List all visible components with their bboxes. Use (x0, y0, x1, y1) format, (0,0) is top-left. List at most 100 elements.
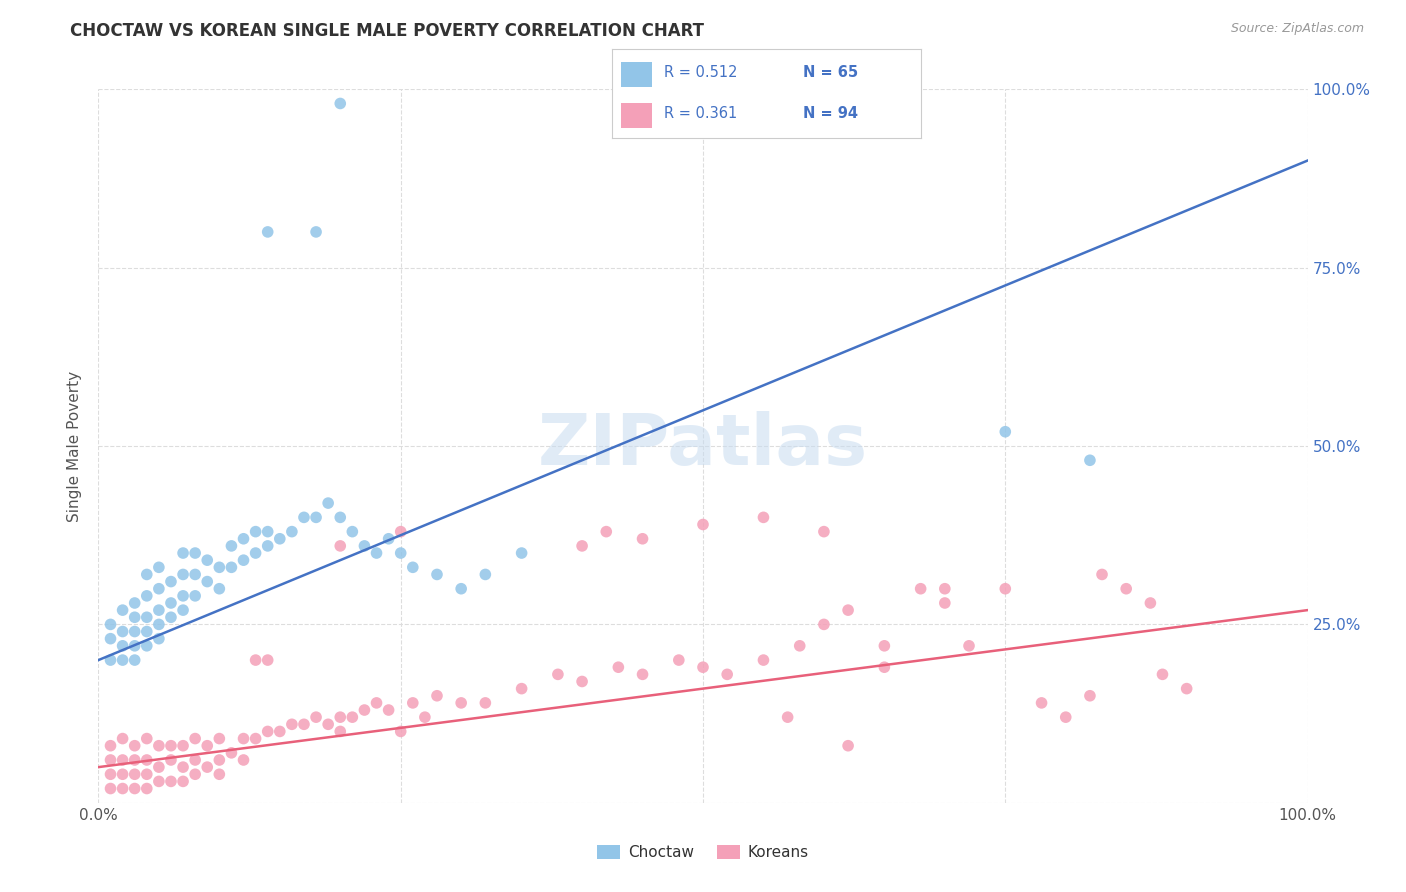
Point (124, 753, 146, 767)
Point (124, 767, 146, 781)
Text: Source: ZipAtlas.com: Source: ZipAtlas.com (1230, 22, 1364, 36)
Point (148, 617, 170, 632)
Point (426, 567, 449, 582)
Point (111, 753, 134, 767)
Point (100, 739, 122, 753)
Point (752, 653, 775, 667)
Point (124, 610, 146, 624)
Text: N = 94: N = 94 (803, 106, 859, 120)
Point (256, 225, 278, 239)
Point (172, 774, 194, 789)
Point (148, 582, 170, 596)
Point (934, 596, 956, 610)
Point (994, 425, 1017, 439)
Point (124, 596, 146, 610)
Point (100, 617, 122, 632)
Point (994, 582, 1017, 596)
Point (1152, 667, 1174, 681)
Point (148, 603, 170, 617)
Point (837, 603, 859, 617)
Point (256, 724, 278, 739)
Point (256, 524, 278, 539)
Point (135, 781, 157, 796)
Point (402, 560, 425, 574)
Point (269, 724, 291, 739)
Point (366, 546, 388, 560)
Point (208, 753, 231, 767)
Point (256, 653, 278, 667)
Point (329, 724, 352, 739)
Point (377, 532, 399, 546)
Legend: Choctaw, Koreans: Choctaw, Koreans (592, 839, 814, 866)
Point (316, 496, 339, 510)
Point (366, 696, 388, 710)
Point (172, 546, 194, 560)
Point (172, 760, 194, 774)
Point (195, 553, 218, 567)
Point (413, 710, 436, 724)
Point (100, 632, 122, 646)
Point (256, 539, 278, 553)
Point (1054, 710, 1077, 724)
Point (305, 225, 328, 239)
Point (281, 524, 304, 539)
Point (571, 539, 593, 553)
Point (329, 539, 352, 553)
Point (232, 532, 254, 546)
Point (377, 703, 399, 717)
Point (245, 524, 267, 539)
Point (111, 603, 134, 617)
Point (172, 567, 194, 582)
Point (135, 624, 157, 639)
Point (160, 610, 183, 624)
Point (148, 774, 170, 789)
Point (221, 560, 243, 574)
Point (111, 624, 134, 639)
Y-axis label: Single Male Poverty: Single Male Poverty (67, 370, 83, 522)
Point (389, 724, 412, 739)
Point (789, 639, 811, 653)
Point (184, 753, 207, 767)
Point (342, 524, 364, 539)
Point (1078, 689, 1101, 703)
Point (135, 753, 157, 767)
Point (111, 781, 134, 796)
Text: R = 0.512: R = 0.512 (664, 65, 738, 79)
Point (184, 567, 207, 582)
Point (135, 731, 157, 746)
Point (172, 739, 194, 753)
Point (305, 510, 328, 524)
Point (595, 524, 617, 539)
Point (752, 510, 775, 524)
Point (631, 667, 654, 681)
Point (1175, 681, 1198, 696)
Point (389, 524, 412, 539)
Point (813, 617, 835, 632)
Point (111, 639, 134, 653)
Point (195, 574, 218, 589)
Point (571, 674, 593, 689)
Point (1078, 453, 1101, 467)
Point (1115, 582, 1137, 596)
Point (124, 739, 146, 753)
Point (873, 639, 896, 653)
Point (184, 589, 207, 603)
Point (172, 603, 194, 617)
Point (292, 717, 315, 731)
Point (160, 739, 183, 753)
Point (195, 760, 218, 774)
Point (100, 753, 122, 767)
Point (402, 696, 425, 710)
Point (668, 653, 690, 667)
Point (232, 553, 254, 567)
Point (124, 624, 146, 639)
Point (245, 653, 267, 667)
Point (148, 632, 170, 646)
Point (837, 739, 859, 753)
Point (631, 532, 654, 546)
Point (450, 582, 472, 596)
Point (148, 739, 170, 753)
Point (100, 767, 122, 781)
Point (148, 560, 170, 574)
Point (342, 710, 364, 724)
